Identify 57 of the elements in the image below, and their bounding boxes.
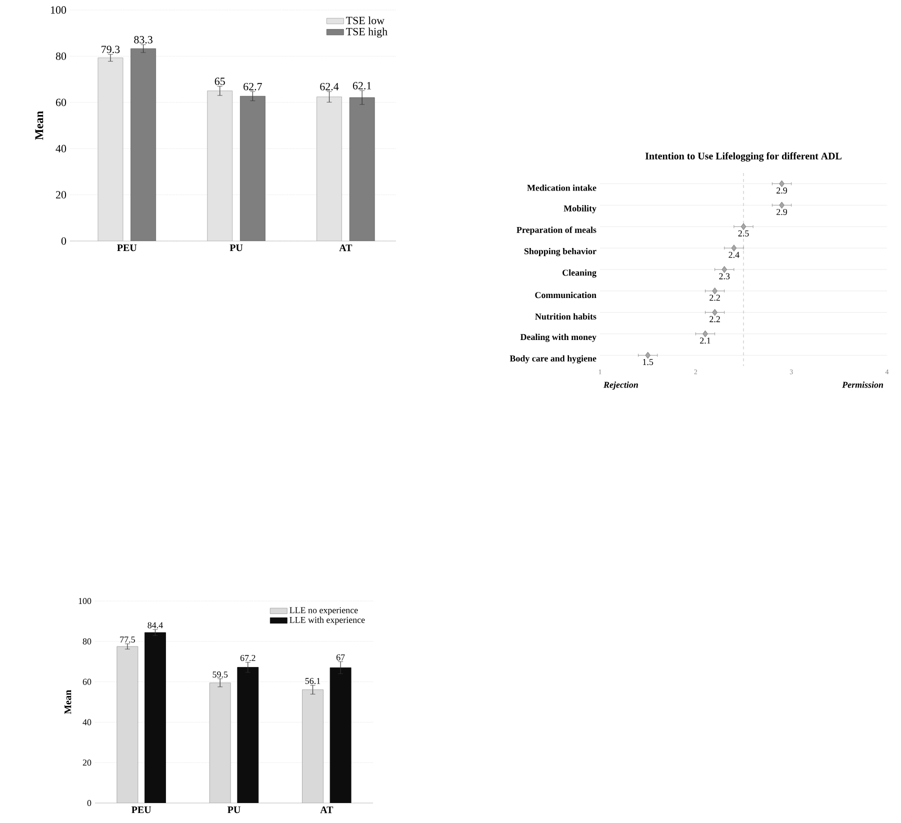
data-label: 67.2 xyxy=(240,654,256,662)
y-tick-label: Preparation of meals xyxy=(516,226,596,235)
legend-label: LLE with experience xyxy=(290,616,365,625)
y-tick-label: Mobility xyxy=(564,205,596,214)
text: Rejection xyxy=(604,382,638,390)
data-label: 67 xyxy=(336,654,345,660)
data-label: 62.7 xyxy=(244,82,262,90)
legend-label: LLE no experience xyxy=(290,607,358,616)
y-tick-label: Body care and hygiene xyxy=(510,355,596,364)
x-tick-label: PU xyxy=(230,244,243,252)
y-tick-label: 100 xyxy=(51,6,66,14)
y-tick-label: 80 xyxy=(82,638,92,644)
data-label: 62.4 xyxy=(320,82,339,90)
data-label: 2.1 xyxy=(700,338,710,344)
y-tick-label: 80 xyxy=(56,52,66,60)
data-label: 2.2 xyxy=(710,316,720,322)
data-label: 83.3 xyxy=(134,36,152,44)
y-tick-label: 100 xyxy=(78,598,92,604)
legend-label: TSE high xyxy=(346,28,388,38)
data-label: 1.5 xyxy=(643,359,654,366)
y-tick-label: 0 xyxy=(61,237,66,245)
chart-title: Intention to Use Lifelogging for different ADL xyxy=(645,152,842,162)
data-label: 77.5 xyxy=(120,636,135,643)
data-label: 2.2 xyxy=(710,294,720,301)
y-tick-label: 40 xyxy=(56,144,66,152)
data-label: 2.9 xyxy=(776,208,788,216)
data-label: 2.5 xyxy=(738,230,749,236)
y-axis-title: Mean xyxy=(35,111,44,140)
y-tick-label: 20 xyxy=(82,760,92,766)
data-label: 2.3 xyxy=(719,273,730,280)
data-label: 56.1 xyxy=(305,678,320,684)
data-label: 62.1 xyxy=(352,82,372,90)
legend-label: TSE low xyxy=(346,16,384,24)
data-label: 79.3 xyxy=(102,46,120,54)
y-tick-label: Dealing with money xyxy=(520,334,596,342)
x-tick-label: PEU xyxy=(132,806,152,814)
y-tick-label: 60 xyxy=(56,98,66,106)
data-label: 84.4 xyxy=(148,622,163,628)
y-tick-label: Shopping behavior xyxy=(524,248,596,256)
y-tick-label: Nutrition habits xyxy=(535,313,596,320)
y-tick-label: Communication xyxy=(535,292,596,298)
data-label: 2.9 xyxy=(776,188,788,194)
y-tick-label: Cleaning xyxy=(562,269,596,278)
y-tick-label: Medication intake xyxy=(527,184,596,191)
data-label: 59.5 xyxy=(212,672,228,678)
y-tick-label: 60 xyxy=(82,678,92,685)
y-tick-label: 20 xyxy=(56,191,66,198)
y-axis-title: Mean xyxy=(64,690,72,714)
data-label: 2.4 xyxy=(728,252,740,258)
y-tick-label: 40 xyxy=(82,719,92,726)
text: Permission xyxy=(842,382,884,388)
x-tick-label: AT xyxy=(320,806,334,814)
x-tick-label: AT xyxy=(339,244,352,252)
x-tick-label: PU xyxy=(228,806,240,814)
y-tick-label: 0 xyxy=(87,800,92,806)
x-tick-label: PEU xyxy=(117,244,137,252)
data-label: 65 xyxy=(214,78,225,86)
